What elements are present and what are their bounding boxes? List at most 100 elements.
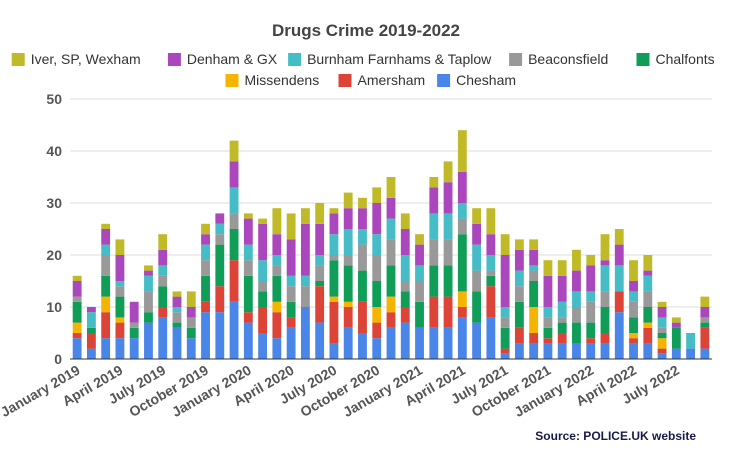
bar-segment: [86, 327, 96, 333]
bar-segment: [372, 307, 382, 323]
bar-segment: [272, 312, 282, 339]
bar-segment: [186, 307, 196, 318]
bar-segment: [514, 249, 524, 271]
bar-segment: [486, 286, 496, 318]
bar-segment: [514, 239, 524, 250]
bar-segment: [557, 343, 567, 359]
bar-segment: [400, 213, 410, 229]
bar-segment: [300, 208, 310, 224]
y-tick-label: 40: [46, 143, 62, 159]
bar-segment: [500, 255, 510, 307]
bar-segment: [386, 218, 396, 240]
bar-segment: [400, 307, 410, 323]
bar-segment: [457, 234, 467, 292]
bar-segment: [172, 312, 182, 323]
bar-segment: [72, 275, 82, 281]
bar-segment: [158, 286, 168, 307]
bar-segment: [529, 249, 539, 266]
bar-segment: [629, 291, 638, 302]
bar-segment: [429, 327, 439, 359]
bar-segment: [629, 260, 638, 281]
bar-segment: [429, 213, 439, 240]
bar-segment: [229, 260, 239, 302]
bar-segment: [500, 348, 510, 354]
bar-segment: [329, 255, 339, 261]
bar-segment: [543, 327, 553, 339]
bar-segment: [315, 286, 325, 323]
legend-swatch: [338, 74, 352, 87]
bar-segment: [671, 317, 681, 323]
bar-segment: [172, 307, 182, 313]
legend-item: Missendens: [225, 72, 319, 88]
bar-segment: [415, 301, 424, 328]
bar-segment: [315, 322, 325, 359]
bar-segment: [543, 343, 553, 359]
bar-segment: [443, 265, 453, 297]
bar-segment: [272, 234, 282, 255]
bar-segment: [572, 249, 581, 271]
bar-segment: [343, 265, 353, 302]
bar-segment: [700, 327, 710, 349]
bar-segment: [115, 255, 125, 281]
bar-segment: [472, 223, 482, 245]
bar-segment: [115, 286, 125, 297]
bar-segment: [300, 223, 310, 276]
legend-swatch: [11, 53, 25, 66]
bar-segment: [643, 291, 653, 307]
bar-segment: [172, 291, 182, 297]
legend-item: Iver, SP, Wexham: [11, 51, 141, 67]
legend-label: Chesham: [456, 72, 516, 88]
bar-segment: [457, 307, 467, 318]
bar-segment: [386, 197, 396, 219]
bar-segment: [586, 338, 596, 344]
bar-segment: [614, 312, 624, 359]
bar-segment: [358, 197, 367, 209]
bar-segment: [129, 327, 139, 339]
bar-segment: [643, 307, 653, 323]
bar-segment: [201, 234, 210, 245]
bar-segment: [272, 255, 282, 266]
bar-segment: [372, 281, 382, 307]
bar-segment: [443, 213, 453, 240]
bar-segment: [614, 229, 624, 245]
bar-segment: [557, 260, 567, 276]
bar-segment: [315, 223, 325, 255]
bar-segment: [329, 260, 339, 297]
bar-segment: [243, 312, 253, 323]
bar-segment: [201, 244, 210, 261]
bar-segment: [472, 270, 482, 292]
bar-segment: [358, 229, 367, 245]
legend-label: Chalfonts: [656, 51, 715, 67]
bar-segment: [343, 307, 353, 328]
bar-segment: [572, 322, 581, 344]
legend-swatch: [167, 53, 181, 66]
bar-segment: [129, 301, 139, 323]
bar-segment: [201, 301, 210, 313]
bar-segment: [115, 317, 125, 323]
bar-segment: [500, 353, 510, 359]
bar-segment: [101, 244, 111, 255]
bar-segment: [443, 296, 453, 328]
bar-segment: [372, 187, 382, 203]
bar-segment: [657, 317, 667, 328]
bar-segment: [201, 260, 210, 276]
y-tick-label: 30: [46, 195, 62, 211]
bar-segment: [514, 301, 524, 328]
bar-segment: [557, 317, 567, 323]
bar-segment: [543, 317, 553, 328]
bar-segment: [229, 187, 239, 214]
bar-segment: [172, 322, 182, 328]
bar-segment: [115, 296, 125, 318]
bar-segment: [215, 213, 225, 224]
bar-segment: [529, 239, 539, 250]
bar-segment: [486, 275, 496, 287]
bar-segment: [643, 322, 653, 328]
legend-label: Beaconsfield: [528, 51, 608, 67]
bar-segment: [372, 234, 382, 255]
legend-item: Chesham: [437, 72, 516, 88]
y-tick-label: 20: [46, 247, 62, 263]
bar-segment: [457, 130, 467, 172]
bar-segment: [286, 213, 296, 240]
legend-swatch: [288, 53, 302, 66]
bar-segment: [115, 239, 125, 255]
